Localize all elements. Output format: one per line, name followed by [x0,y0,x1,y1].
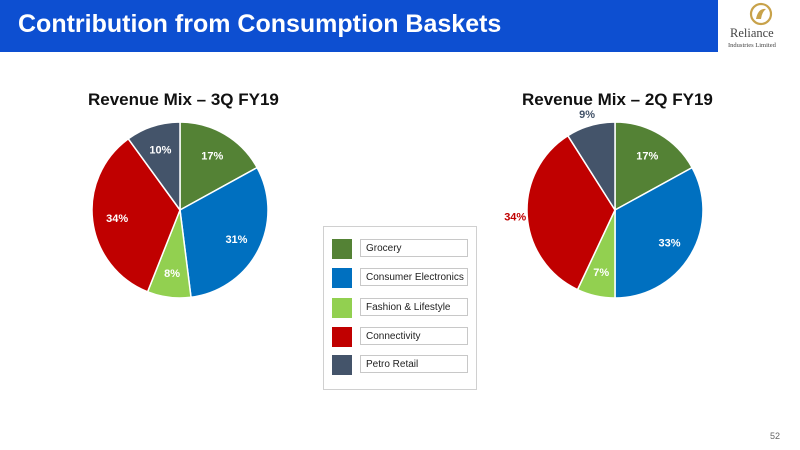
chart-legend: Grocery Consumer Electronics Fashion & L… [323,226,477,390]
legend-item-grocery: Grocery [332,239,470,259]
legend-swatch-connectivity [332,327,352,347]
reliance-emblem-icon [749,2,773,26]
legend-label-grocery: Grocery [360,239,468,257]
pie-slice-petro-retail [566,121,616,213]
pie-label-petro-retail: 9% [579,109,595,121]
chart-title-2q: Revenue Mix – 2Q FY19 [522,90,713,109]
pie-label-grocery: 17% [201,150,223,162]
legend-item-connectivity: Connectivity [332,327,470,347]
legend-swatch-consumer-electronics [332,268,352,288]
legend-label-connectivity: Connectivity [360,327,468,345]
pie-label-petro-retail: 10% [149,145,171,157]
pie-slice-grocery [179,121,259,212]
header-bar: Contribution from Consumption Baskets [0,0,718,52]
pie-label-grocery: 17% [636,150,658,162]
pie-chart-2q: 17% 33% 7% 34% 9% [504,109,704,299]
legend-item-consumer-electronics: Consumer Electronics [332,268,470,288]
legend-swatch-grocery [332,239,352,259]
chart-title-3q: Revenue Mix – 3Q FY19 [88,90,279,109]
legend-swatch-petro-retail [332,355,352,375]
reliance-logo: Reliance Industries Limited [722,2,800,50]
legend-swatch-fashion-lifestyle [332,298,352,318]
page-title: Contribution from Consumption Baskets [18,10,502,38]
legend-item-fashion-lifestyle: Fashion & Lifestyle [332,298,470,318]
legend-label-fashion-lifestyle: Fashion & Lifestyle [360,298,468,316]
page-number: 52 [770,431,781,441]
pie-label-connectivity: 34% [106,213,128,225]
pie-label-consumer-electronics: 31% [225,234,247,246]
legend-item-petro-retail: Petro Retail [332,355,470,375]
pie-slice-grocery [614,121,694,212]
pie-label-fashion-lifestyle: 8% [164,268,180,280]
legend-label-consumer-electronics: Consumer Electronics [360,268,468,286]
legend-label-petro-retail: Petro Retail [360,355,468,373]
pie-slice-consumer-electronics [614,166,704,299]
pie-chart-3q: 17% 31% 8% 34% 10% [91,121,269,299]
pie-slice-connectivity [91,137,181,293]
pie-slice-consumer-electronics [179,166,269,299]
pie-slice-connectivity [526,134,616,291]
pie-label-connectivity: 34% [504,211,526,223]
pie-label-consumer-electronics: 33% [659,237,681,249]
logo-wordmark: Reliance [730,26,774,40]
logo-subtitle: Industries Limited [728,42,776,49]
pie-slice-petro-retail [127,121,181,213]
pie-label-fashion-lifestyle: 7% [593,267,609,279]
